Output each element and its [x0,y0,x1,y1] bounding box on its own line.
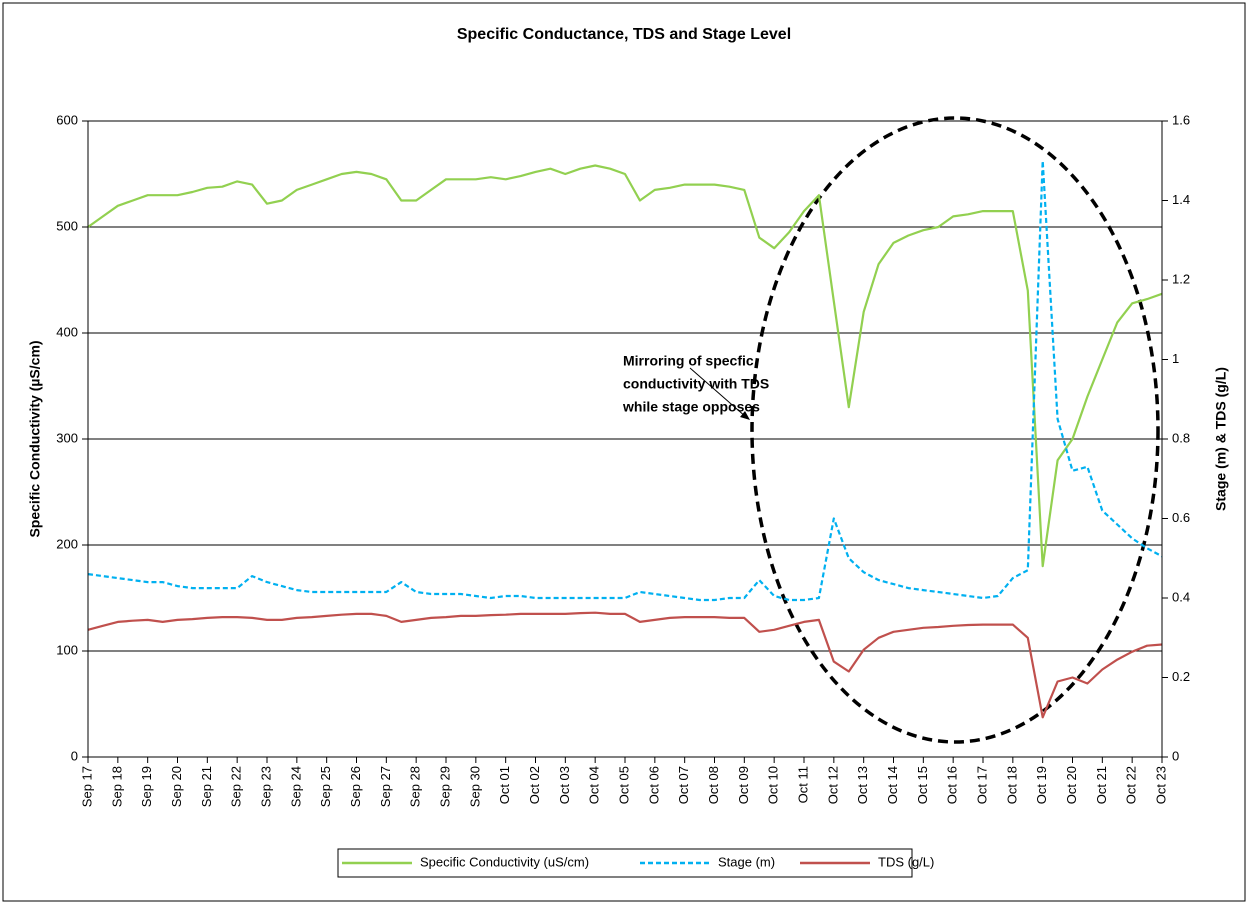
annotation: while stage opposes [622,399,760,415]
x-tick-label: Oct 19 [1034,766,1049,804]
annotation: Mirroring of specfic [623,353,754,369]
x-tick-label: Sep 26 [348,766,363,807]
y-tick-label: 300 [56,430,78,445]
arrow-head [740,411,750,420]
y-tick-label: 200 [56,536,78,551]
x-tick-label: Oct 09 [736,766,751,804]
x-tick-label: Oct 02 [527,766,542,804]
x-tick-label: Sep 22 [229,766,244,807]
x-tick-label: Oct 22 [1124,766,1139,804]
series-line [87,159,1163,602]
x-tick-label: Oct 17 [974,766,989,804]
y-tick-label: 400 [56,324,78,339]
x-tick-label: Sep 27 [378,766,393,807]
x-tick-label: Oct 05 [616,766,631,804]
y2-tick-label: 0.4 [1172,589,1190,604]
annotation: conductivity with TDS [623,376,769,392]
x-tick-label: Sep 30 [467,766,482,807]
x-tick-label: Sep 28 [408,766,423,807]
x-tick-label: Oct 06 [646,766,661,804]
x-tick-label: Sep 25 [318,766,333,807]
y-tick-label: 500 [56,218,78,233]
legend-label: Specific Conductivity (uS/cm) [420,854,589,869]
x-tick-label: Sep 18 [109,766,124,807]
x-tick-label: Oct 03 [557,766,572,804]
y2-tick-label: 0 [1172,748,1179,763]
series-line [87,164,1163,568]
x-tick-label: Oct 07 [676,766,691,804]
x-tick-label: Oct 16 [945,766,960,804]
x-tick-label: Oct 11 [795,766,810,803]
y-tick-label: 100 [56,642,78,657]
plot-border [87,120,1163,758]
y2-tick-label: 0.8 [1172,430,1190,445]
x-tick-label: Oct 13 [855,766,870,804]
annotation-arrow [689,367,747,418]
y-tick-label: 600 [56,112,78,127]
y-axis-label: Specific Conductivity (µS/cm) [27,340,43,537]
x-tick-label: Oct 15 [915,766,930,804]
y2-tick-label: 1.2 [1172,271,1190,286]
x-tick-label: Oct 20 [1064,766,1079,804]
y2-tick-label: 0.2 [1172,669,1190,684]
y2-axis-label: Stage (m) & TDS (g/L) [1213,367,1229,511]
x-tick-label: Oct 18 [1004,766,1019,804]
x-tick-label: Sep 17 [79,766,94,807]
x-tick-label: Oct 14 [885,766,900,804]
x-tick-label: Sep 24 [288,766,303,807]
series-line [87,611,1163,719]
x-tick-label: Sep 29 [437,766,452,807]
highlight-ellipse [750,116,1160,744]
x-tick-label: Sep 23 [258,766,273,807]
x-tick-label: Sep 19 [139,766,154,807]
x-tick-label: Sep 21 [199,766,214,807]
x-tick-label: Oct 04 [587,766,602,804]
x-tick-label: Oct 10 [766,766,781,804]
y2-tick-label: 0.6 [1172,510,1190,525]
chart-title: Specific Conductance, TDS and Stage Leve… [457,26,791,43]
x-tick-label: Oct 12 [825,766,840,804]
x-tick-label: Sep 20 [169,766,184,807]
y-tick-label: 0 [71,748,78,763]
x-tick-label: Oct 21 [1094,766,1109,804]
x-tick-label: Oct 23 [1153,766,1168,804]
y2-tick-label: 1.4 [1172,192,1190,207]
x-tick-label: Oct 01 [497,766,512,804]
y2-tick-label: 1 [1172,351,1179,366]
x-tick-label: Oct 08 [706,766,721,804]
legend-label: TDS (g/L) [878,854,934,869]
y2-tick-label: 1.6 [1172,112,1190,127]
legend-label: Stage (m) [718,854,775,869]
